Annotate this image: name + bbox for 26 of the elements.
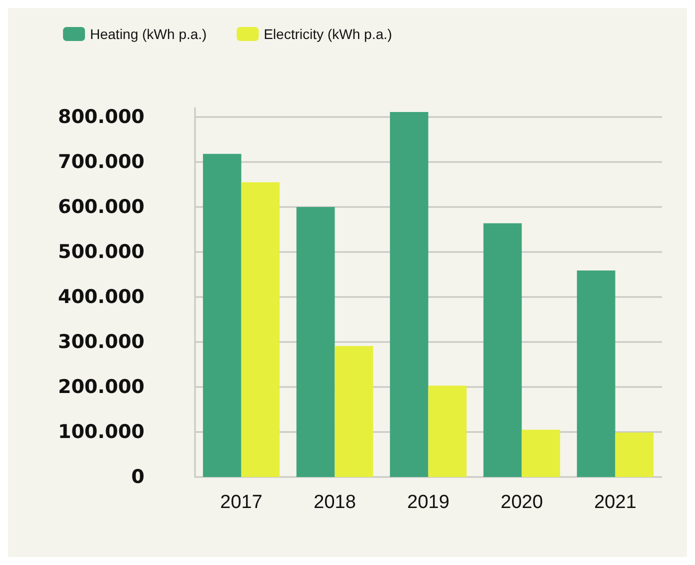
y-tick-label: 500.000: [58, 241, 145, 263]
y-tick-label: 0: [131, 466, 145, 488]
bar: [296, 207, 335, 477]
x-tick-label: 2018: [314, 492, 356, 513]
x-tick-label: 2020: [500, 492, 543, 513]
legend-label: Heating (kWh p.a.): [90, 26, 207, 42]
y-tick-label: 700.000: [58, 151, 145, 173]
y-tick-label: 800.000: [58, 106, 145, 128]
x-tick-label: 2017: [220, 492, 262, 513]
y-tick-label: 400.000: [58, 286, 145, 308]
bar: [241, 182, 280, 477]
x-tick-label: 2021: [594, 492, 636, 513]
bar: [483, 223, 522, 477]
bar: [576, 270, 616, 477]
bar: [615, 432, 654, 477]
y-tick-label: 200.000: [58, 376, 145, 398]
y-tick-label: 600.000: [58, 196, 145, 218]
bar: [334, 346, 374, 477]
bar: [522, 430, 560, 477]
legend-label: Electricity (kWh p.a.): [264, 26, 392, 42]
x-tick-label: 2019: [407, 492, 450, 513]
bar: [202, 154, 242, 477]
bar: [390, 112, 428, 477]
y-tick-label: 300.000: [58, 331, 145, 353]
bar: [428, 386, 467, 477]
y-tick-label: 100.000: [58, 421, 145, 443]
